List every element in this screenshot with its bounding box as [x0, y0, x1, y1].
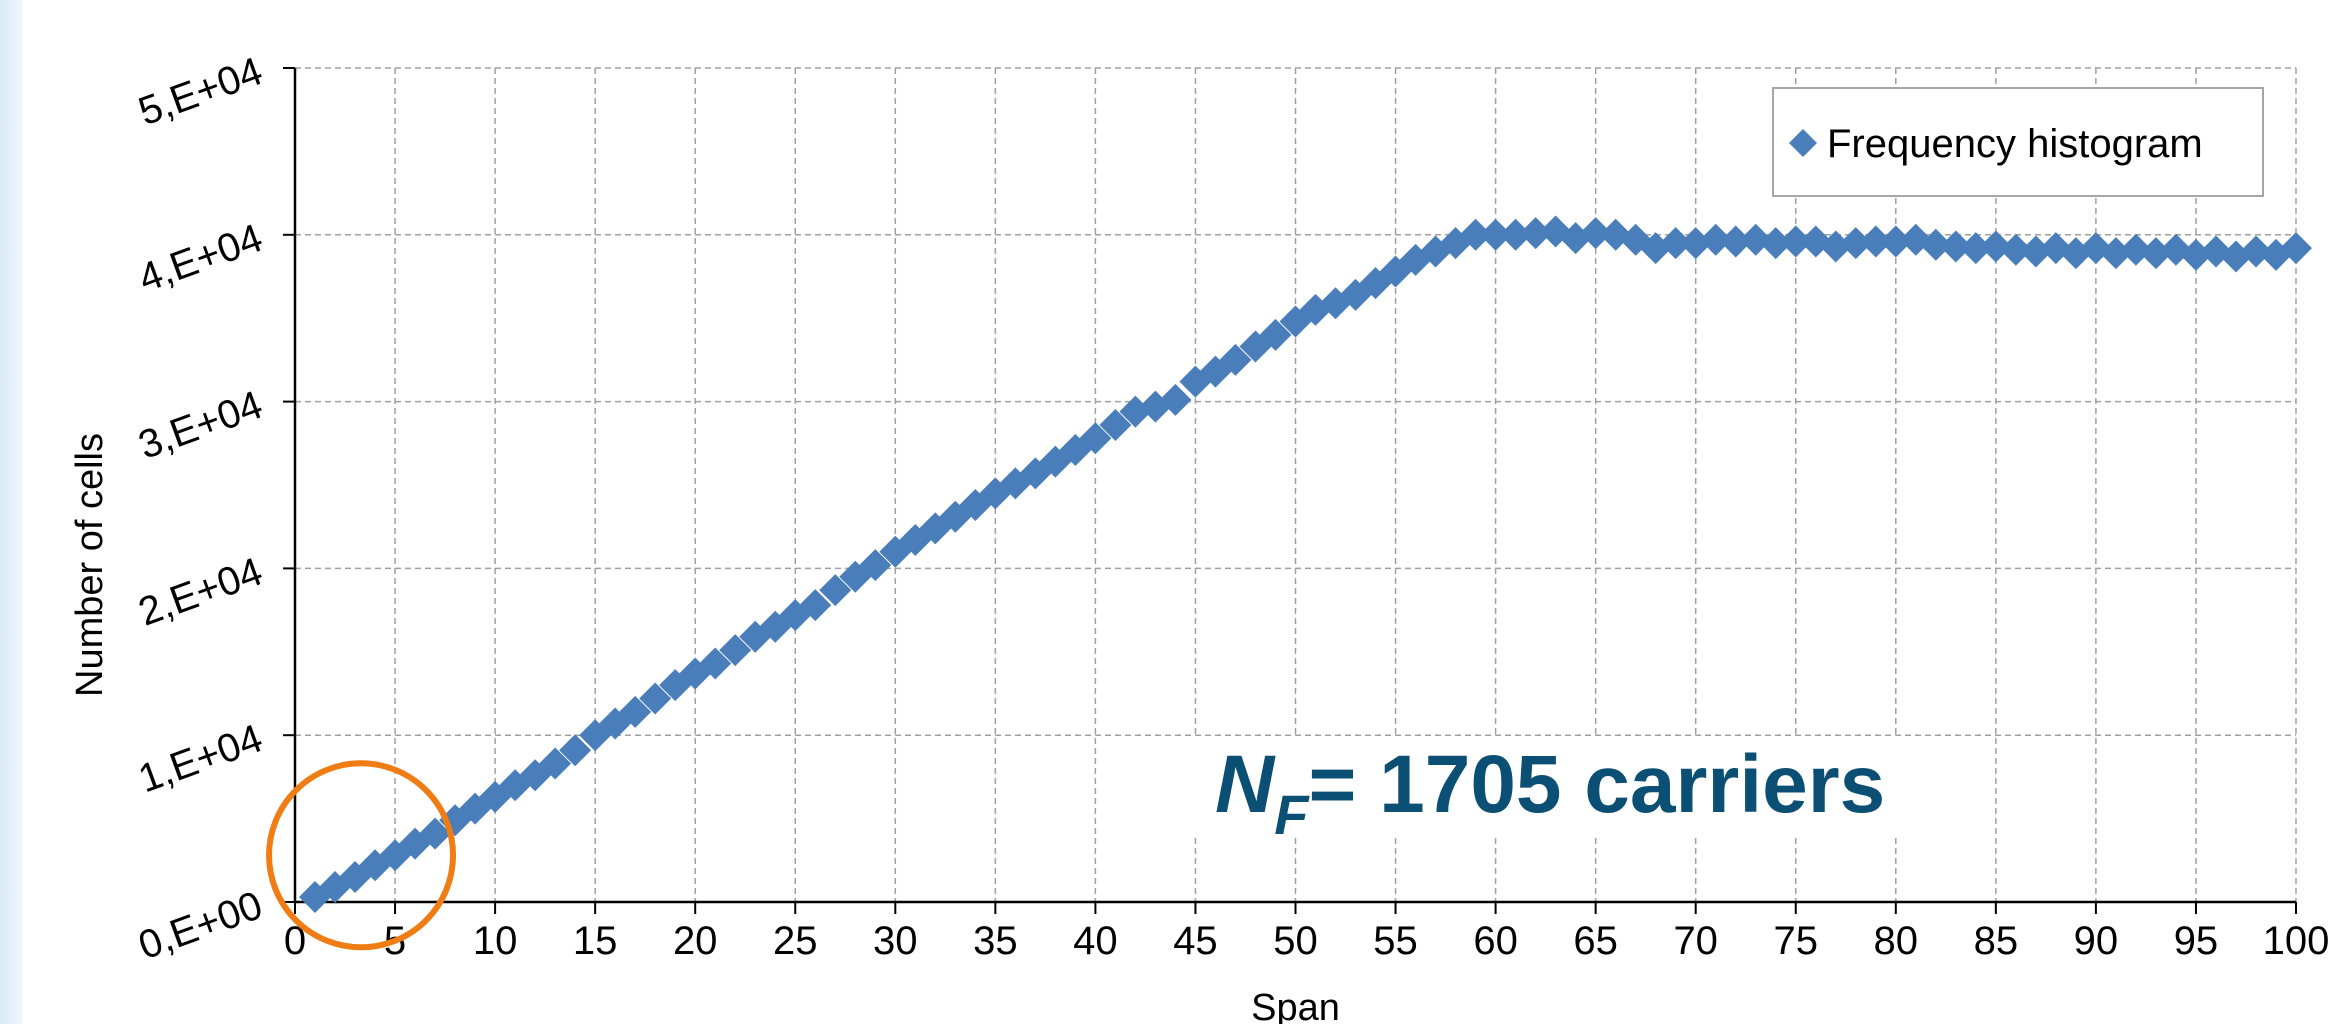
annotation-background [1190, 738, 1950, 838]
data-point [2099, 237, 2132, 270]
data-point [1499, 218, 1532, 251]
data-point [1839, 227, 1872, 260]
x-tick-label: 10 [473, 919, 518, 963]
data-point [1979, 230, 2012, 263]
y-tick-label: 2,E+04 [133, 550, 268, 635]
data-point [939, 500, 972, 533]
data-point [819, 574, 852, 607]
data-point [1659, 227, 1692, 260]
x-tick-label: 75 [1774, 919, 1819, 963]
data-point [419, 817, 452, 850]
legend-entry-frequency-histogram: Frequency histogram [1827, 122, 2203, 166]
x-tick-label: 80 [1874, 919, 1919, 963]
data-point [1479, 218, 1512, 251]
carriers-annotation-text: NF= 1705 carriers [1215, 739, 1885, 846]
carriers-annotation: NF= 1705 carriers [1190, 738, 1950, 846]
data-point [859, 549, 892, 582]
x-tick-label: 90 [2074, 919, 2119, 963]
data-point [1759, 227, 1792, 260]
data-point [1719, 225, 1752, 258]
data-point [1579, 217, 1612, 250]
y-tick-label: 5,E+04 [133, 49, 268, 134]
data-point [639, 682, 672, 715]
annotation-value: = 1705 carriers [1308, 739, 1885, 830]
data-point [1739, 223, 1772, 256]
data-point [2119, 233, 2152, 266]
legend-marker-diamond [1789, 129, 1817, 157]
data-point [1259, 318, 1292, 351]
data-point [619, 695, 652, 728]
data-point [2139, 237, 2172, 270]
x-axis-label: Span [1251, 987, 1340, 1024]
x-tick-label: 35 [973, 919, 1018, 963]
data-point [1959, 232, 1992, 265]
data-point [799, 589, 832, 622]
data-point [1819, 230, 1852, 263]
data-point [1219, 343, 1252, 376]
y-axis-label: Number of cells [69, 433, 111, 697]
x-tick-label: 85 [1974, 919, 2019, 963]
data-point [559, 734, 592, 767]
data-point [1919, 228, 1952, 261]
data-point [1859, 225, 1892, 258]
x-tick-label: 25 [773, 919, 818, 963]
x-tick-label: 0 [284, 919, 306, 963]
x-tick-label: 30 [873, 919, 918, 963]
x-tick-label: 95 [2174, 919, 2219, 963]
legend: Frequency histogram [1772, 87, 2264, 197]
highlight-circle [266, 760, 457, 951]
x-tick-label: 65 [1573, 919, 1618, 963]
series-frequency-histogram [299, 215, 2312, 913]
y-tick-label: 3,E+04 [133, 383, 268, 468]
data-point [1079, 422, 1112, 455]
data-point [1999, 233, 2032, 266]
legend-box [1772, 87, 2264, 197]
y-tick-label: 1,E+04 [133, 716, 268, 801]
data-point [2199, 235, 2232, 268]
data-point [1459, 218, 1492, 251]
data-point [1879, 225, 1912, 258]
x-tick-label: 20 [673, 919, 718, 963]
y-tick-label: 4,E+04 [133, 216, 268, 301]
data-point [2239, 235, 2272, 268]
data-point [2019, 235, 2052, 268]
x-tick-label: 45 [1173, 919, 1218, 963]
data-point [699, 647, 732, 680]
data-point [1699, 223, 1732, 256]
x-tick-label: 40 [1073, 919, 1118, 963]
annotation-subscript: F [1274, 783, 1310, 846]
x-tick-label: 15 [573, 919, 618, 963]
x-tick-label: 55 [1373, 919, 1418, 963]
data-point [1779, 225, 1812, 258]
data-point [2179, 238, 2212, 271]
x-tick-label: 70 [1673, 919, 1718, 963]
x-tick-label: 60 [1473, 919, 1518, 963]
data-point [2219, 240, 2252, 273]
data-point [2159, 233, 2192, 266]
x-tick-label: 50 [1273, 919, 1318, 963]
data-point [1939, 230, 1972, 263]
x-tick-label: 100 [2263, 919, 2330, 963]
y-tick-label: 0,E+00 [133, 883, 268, 968]
data-point [2079, 232, 2112, 265]
data-point [719, 634, 752, 667]
data-point [539, 747, 572, 780]
data-point [1679, 227, 1712, 260]
data-point [2039, 232, 2072, 265]
data-point [1099, 408, 1132, 441]
left-decorative-band [0, 0, 22, 1024]
data-point [1159, 383, 1192, 416]
data-point [1519, 217, 1552, 250]
annotation-symbol: N [1215, 739, 1276, 830]
data-point [2280, 232, 2312, 265]
